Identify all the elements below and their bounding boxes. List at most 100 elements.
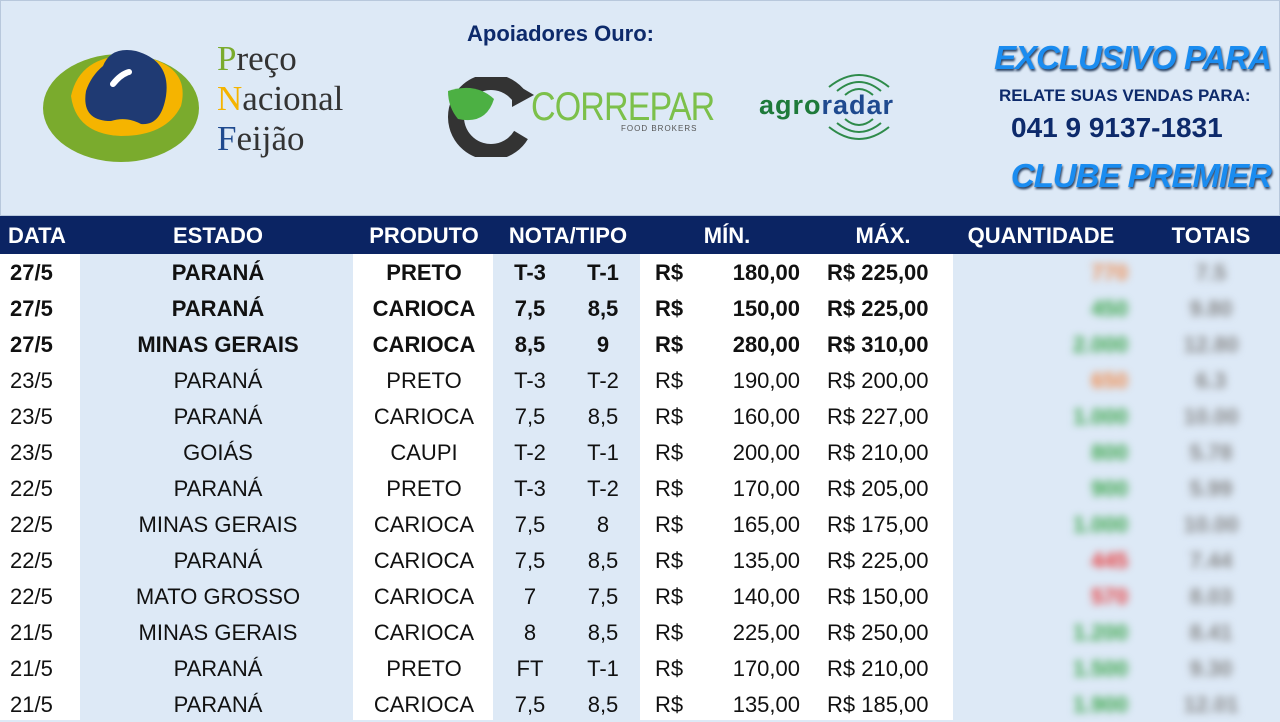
- cell-max: R$ 150,00: [827, 584, 929, 609]
- cell-date: 23/5: [10, 440, 53, 465]
- cell-max: R$ 185,00: [827, 692, 929, 717]
- cell-nota-1: FT: [516, 656, 544, 681]
- correpar-logo-text: CORREPAR: [531, 85, 715, 129]
- table-row: 27/5 PARANÁ CARIOCA 7,5 8,5 R$ 150,00 R$ 225,00…: [0, 290, 1280, 326]
- col-nota-tipo: NOTA/TIPO: [508, 223, 628, 248]
- correpar-subtitle: FOOD BROKERS: [621, 124, 698, 133]
- table-row: 27/5 MINAS GERAIS CARIOCA 8,5 9 R$ 280,00 R$ 31…: [0, 326, 1280, 362]
- col-data: DATA: [8, 223, 66, 248]
- cell-quantidade: 770: [1091, 260, 1128, 285]
- cell-max: R$ 250,00: [827, 620, 929, 645]
- cell-quantidade: 1.000: [1072, 404, 1128, 429]
- cell-currency: R$: [655, 548, 684, 573]
- cell-quantidade: 2.000: [1072, 332, 1128, 357]
- cell-nota-1: T-2: [514, 440, 546, 465]
- cell-max: R$ 210,00: [827, 656, 929, 681]
- cell-currency: R$: [655, 332, 684, 357]
- cell-date: 21/5: [10, 620, 53, 645]
- cell-nota-2: 8,5: [587, 404, 619, 429]
- cell-produto: CARIOCA: [373, 512, 475, 537]
- cell-quantidade: 1.000: [1072, 512, 1128, 537]
- col-quantidade: QUANTIDADE: [967, 223, 1115, 248]
- cell-nota-2: 8,5: [587, 296, 619, 321]
- cell-nota-2: T-1: [587, 440, 619, 465]
- cell-currency: R$: [655, 476, 684, 501]
- overlay-line-3: CLUBE PREMIER: [1010, 157, 1272, 194]
- cell-nota-2: 8: [596, 512, 610, 537]
- contact-label: RELATE SUAS VENDAS PARA:: [999, 86, 1251, 105]
- cell-nota-1: T-3: [514, 368, 546, 393]
- cell-min: 170,00: [732, 656, 800, 681]
- col-produto: PRODUTO: [369, 223, 479, 248]
- cell-min: 280,00: [732, 332, 800, 357]
- cell-max: R$ 225,00: [827, 548, 929, 573]
- col-min: MÍN.: [703, 223, 751, 248]
- cell-estado: PARANÁ: [173, 476, 263, 501]
- cell-min: 150,00: [732, 296, 800, 321]
- cell-date: 23/5: [10, 404, 53, 429]
- header-banner: Preço Nacional Feijão Apoiadores Ouro: C…: [0, 0, 1280, 216]
- cell-total: 12.01: [1183, 692, 1239, 717]
- cell-estado: GOIÁS: [183, 440, 253, 465]
- cell-nota-2: T-1: [587, 260, 619, 285]
- cell-min: 225,00: [732, 620, 800, 645]
- cell-date: 27/5: [10, 332, 53, 357]
- band-nota: [493, 254, 640, 720]
- col-estado: ESTADO: [172, 223, 264, 248]
- cell-produto: PRETO: [386, 656, 462, 681]
- cell-date: 22/5: [10, 584, 53, 609]
- table-row: 21/5 PARANÁ CARIOCA 7,5 8,5 R$ 135,00 R$ 185,00…: [0, 686, 1280, 722]
- cell-estado: PARANÁ: [173, 404, 263, 429]
- cell-nota-2: T-2: [587, 368, 619, 393]
- cell-max: R$ 227,00: [827, 404, 929, 429]
- cell-total: 10.00: [1183, 404, 1239, 429]
- cell-max: R$ 175,00: [827, 512, 929, 537]
- cell-currency: R$: [655, 620, 684, 645]
- cell-produto: CARIOCA: [372, 296, 476, 321]
- col-max: MÁX.: [855, 223, 911, 248]
- cell-date: 22/5: [10, 548, 53, 573]
- cell-nota-1: 7: [523, 584, 537, 609]
- cell-max: R$ 310,00: [827, 332, 929, 357]
- cell-estado: MINAS GERAIS: [138, 620, 298, 645]
- cell-date: 22/5: [10, 512, 53, 537]
- cell-total: 7.5: [1195, 260, 1227, 285]
- cell-quantidade: 650: [1091, 368, 1128, 393]
- radar-waves-icon: [828, 74, 890, 140]
- band-estado: [80, 254, 353, 720]
- cell-produto: CARIOCA: [372, 332, 476, 357]
- cell-currency: R$: [655, 404, 684, 429]
- cell-min: 165,00: [732, 512, 800, 537]
- cell-total: 10.00: [1183, 512, 1239, 537]
- contact-phone: 041 9 9137-1831: [1011, 112, 1223, 143]
- band-produto: [353, 254, 493, 720]
- cell-nota-2: 9: [596, 332, 610, 357]
- cell-total: 12.80: [1183, 332, 1239, 357]
- cell-produto: CARIOCA: [373, 548, 475, 573]
- cell-nota-1: 7,5: [514, 692, 546, 717]
- cell-nota-1: 7,5: [514, 404, 546, 429]
- band-data: [0, 254, 80, 720]
- cell-currency: R$: [655, 512, 684, 537]
- correpar-logo-icon: [448, 77, 534, 157]
- cell-total: 8.03: [1189, 584, 1233, 609]
- cell-produto: PRETO: [386, 260, 462, 285]
- cell-produto: CARIOCA: [373, 692, 475, 717]
- cell-min: 140,00: [732, 584, 800, 609]
- cell-max: R$ 225,00: [827, 296, 929, 321]
- band-restrito: [953, 254, 1280, 720]
- cell-date: 27/5: [10, 260, 53, 285]
- col-totais: TOTAIS: [1171, 223, 1251, 248]
- cell-nota-1: 7,5: [514, 512, 546, 537]
- table-row: 23/5 GOIÁS CAUPI T-2 T-1 R$ 200,00 R$ 210,00 800…: [0, 434, 1280, 470]
- cell-total: 6.3: [1195, 368, 1227, 393]
- agroradar-logo-text: agroradar: [759, 90, 895, 120]
- cell-quantidade: 445: [1091, 548, 1128, 573]
- cell-total: 9.30: [1189, 656, 1233, 681]
- cell-quantidade: 1.900: [1072, 692, 1128, 717]
- bean-logo-icon: [43, 50, 199, 162]
- cell-total: 9.80: [1189, 296, 1233, 321]
- cell-estado: MINAS GERAIS: [137, 332, 299, 357]
- table-row: 22/5 PARANÁ PRETO T-3 T-2 R$ 170,00 R$ 205,00 90…: [0, 470, 1280, 506]
- cell-quantidade: 1.200: [1072, 620, 1128, 645]
